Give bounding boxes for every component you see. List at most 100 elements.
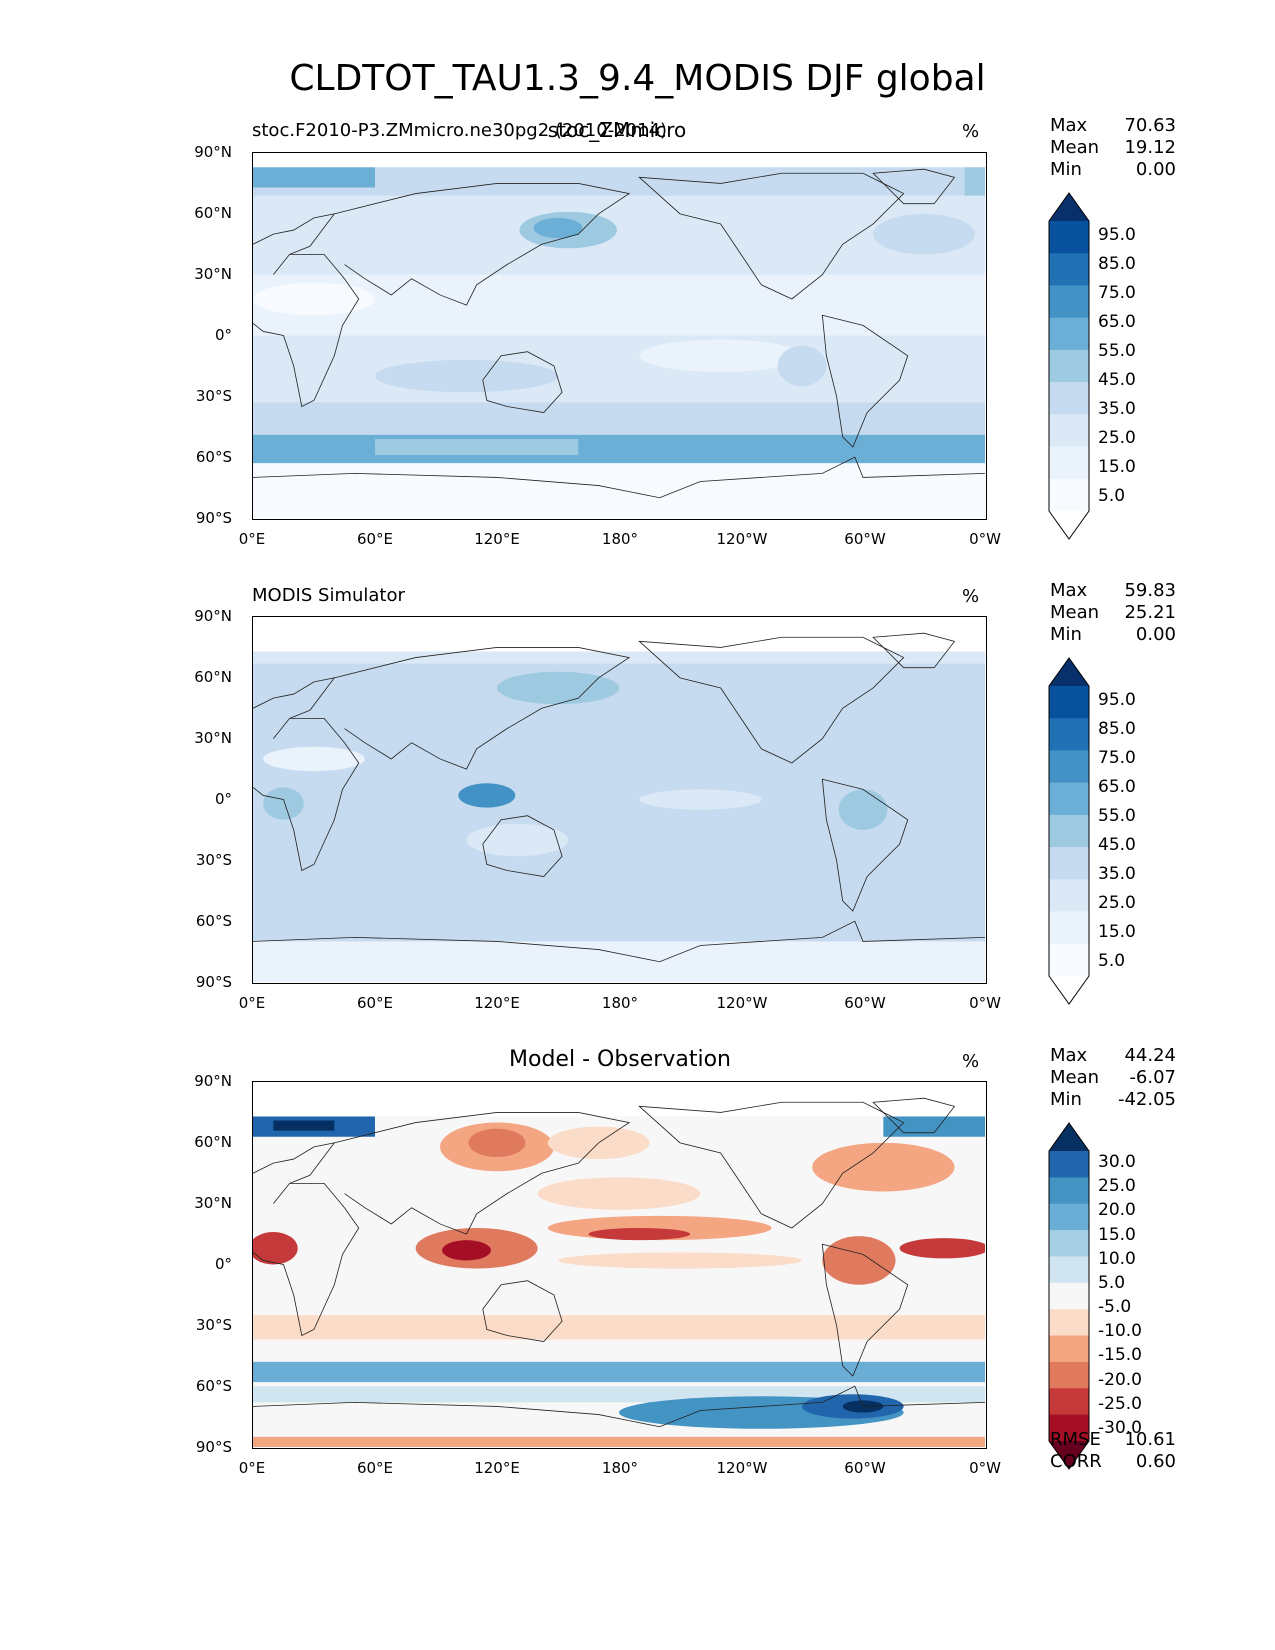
colorbar-segment: [1049, 478, 1089, 512]
panel-obs-map: [252, 616, 987, 984]
lat-tick: 60°S: [195, 1377, 232, 1395]
colorbar-segment: [1049, 446, 1089, 480]
lat-tick: 60°S: [195, 448, 232, 466]
lat-tick: 90°S: [195, 973, 232, 991]
colorbar-outline: [1048, 1122, 1090, 1470]
panel-diff-colorbar: 30.0 25.0 20.0 15.0 10.0 5.0 -5.0 -10.0 -15.0 -20…: [1048, 1122, 1142, 1470]
colorbar-tick-label: 95.0: [1098, 224, 1136, 245]
colorbar-tick-label: 35.0: [1098, 863, 1136, 884]
panel-diff-title-center: Model - Observation: [509, 1047, 731, 1072]
stat-value: 59.83: [1124, 580, 1176, 601]
lon-tick: 60°E: [356, 1459, 394, 1477]
stat-value: 70.63: [1124, 115, 1176, 136]
colorbar-extend-top: [1049, 193, 1089, 221]
colorbar-tick-label: -30.0: [1098, 1417, 1142, 1438]
lat-tick: 30°S: [195, 851, 232, 869]
panel-diff-extra-stats: RMSE 10.61 CORR 0.60: [1050, 1429, 1176, 1473]
colorbar-tick-label: 35.0: [1098, 398, 1136, 419]
colorbar-tick-label: 45.0: [1098, 369, 1136, 390]
lon-tick: 0°W: [969, 994, 1001, 1012]
colorbar-segment: [1049, 1256, 1089, 1284]
colorbar-segment: [1049, 349, 1089, 383]
colorbar-segment: [1049, 1177, 1089, 1205]
colorbar-outline: [1048, 192, 1090, 540]
stat-value: -42.05: [1117, 1089, 1176, 1110]
stat-label: Min: [1050, 624, 1082, 645]
colorbar-segment: [1049, 1361, 1089, 1389]
lat-tick: 60°N: [194, 668, 232, 686]
colorbar-segment: [1049, 686, 1089, 719]
lat-tick: 30°N: [194, 1194, 232, 1212]
colorbar-extend-top: [1049, 1123, 1089, 1151]
lon-tick: 60°W: [844, 994, 886, 1012]
panel-model-map: [252, 152, 987, 520]
lat-tick: 60°N: [194, 1133, 232, 1151]
stat-label: Max: [1050, 1045, 1088, 1066]
colorbar-segment: [1049, 1230, 1089, 1257]
colorbar-tick-label: 15.0: [1098, 921, 1136, 942]
colorbar-segment: [1049, 911, 1089, 945]
colorbar-segment: [1049, 1388, 1089, 1416]
stat-label: Mean: [1050, 602, 1100, 623]
colorbar-tick-label: 55.0: [1098, 340, 1136, 361]
colorbar-segment: [1049, 1203, 1089, 1231]
colorbar-segment: [1049, 1414, 1089, 1442]
colorbar-segment: [1049, 414, 1089, 448]
lat-tick: 90°S: [195, 509, 232, 527]
colorbar-tick-label: 20.0: [1098, 1200, 1136, 1221]
figure-title: CLDTOT_TAU1.3_9.4_MODIS DJF global: [289, 58, 986, 99]
colorbar-tick-label: 85.0: [1098, 718, 1136, 739]
colorbar-tick-label: 65.0: [1098, 776, 1136, 797]
colorbar-tick-label: 45.0: [1098, 834, 1136, 855]
lon-tick: 0°E: [238, 1459, 266, 1477]
colorbar-segment: [1049, 1282, 1089, 1310]
colorbar-segment: [1049, 1151, 1089, 1178]
colorbar-segment: [1049, 718, 1089, 751]
stat-value: 10.61: [1124, 1429, 1176, 1450]
stat-value: 19.12: [1124, 137, 1176, 158]
panel-model-colorbar: 95.0 85.0 75.0 65.0 55.0 45.0 35.0 25.0 15.0 5.0: [1048, 192, 1136, 540]
colorbar-tick-label: 85.0: [1098, 253, 1136, 274]
colorbar-tick-label: -5.0: [1098, 1297, 1132, 1318]
lon-tick: 60°W: [844, 1459, 886, 1477]
panel-obs-units: %: [962, 586, 980, 607]
colorbar-tick-label: -25.0: [1098, 1393, 1142, 1414]
stat-label: Min: [1050, 1089, 1082, 1110]
colorbar-outline: [1048, 657, 1090, 1005]
colorbar-tick-label: -20.0: [1098, 1369, 1142, 1390]
colorbar-segment: [1049, 285, 1089, 319]
lon-tick: 0°E: [238, 994, 266, 1012]
stat-label: RMSE: [1050, 1429, 1101, 1450]
colorbar-extend-bottom: [1049, 511, 1089, 539]
panel-model-stats: Max 70.63 Mean 19.12 Min 0.00: [1050, 115, 1176, 181]
colorbar-tick-label: 25.0: [1098, 892, 1136, 913]
panel-model-title-left: stoc.F2010-P3.ZMmicro.ne30pg2 (2010-2014…: [252, 120, 668, 141]
lon-tick: 120°E: [474, 994, 520, 1012]
colorbar-tick-label: 75.0: [1098, 747, 1136, 768]
colorbar-tick-label: 25.0: [1098, 1176, 1136, 1197]
colorbar-tick-label: 5.0: [1098, 950, 1126, 971]
lat-tick: 0°: [214, 790, 232, 808]
colorbar-segment: [1049, 1309, 1089, 1337]
lon-tick: 180°: [601, 994, 639, 1012]
lon-tick: 120°W: [716, 1459, 768, 1477]
stat-value: -6.07: [1129, 1067, 1176, 1088]
panel-obs-stats: Max 59.83 Mean 25.21 Min 0.00: [1050, 580, 1176, 646]
lon-tick: 0°W: [969, 1459, 1001, 1477]
colorbar-segment: [1049, 253, 1089, 286]
panel-diff-map: [252, 1081, 987, 1449]
panel-obs-colorbar: 95.0 85.0 75.0 65.0 55.0 45.0 35.0 25.0 15.0 5.0: [1048, 657, 1136, 1005]
panel-model-title-center: stoc_ZMmicro: [547, 118, 687, 142]
colorbar-segment: [1049, 1335, 1089, 1363]
lon-tick: 60°E: [356, 530, 394, 548]
lon-tick: 60°W: [844, 530, 886, 548]
lon-tick: 120°E: [474, 530, 520, 548]
colorbar-tick-label: 55.0: [1098, 805, 1136, 826]
lat-tick: 30°S: [195, 1316, 232, 1334]
stat-label: Max: [1050, 580, 1088, 601]
stat-label: Mean: [1050, 137, 1100, 158]
colorbar-tick-label: 15.0: [1098, 1224, 1136, 1245]
lat-tick: 90°N: [194, 1072, 232, 1090]
colorbar-tick-label: 75.0: [1098, 282, 1136, 303]
lon-tick: 120°W: [716, 994, 768, 1012]
